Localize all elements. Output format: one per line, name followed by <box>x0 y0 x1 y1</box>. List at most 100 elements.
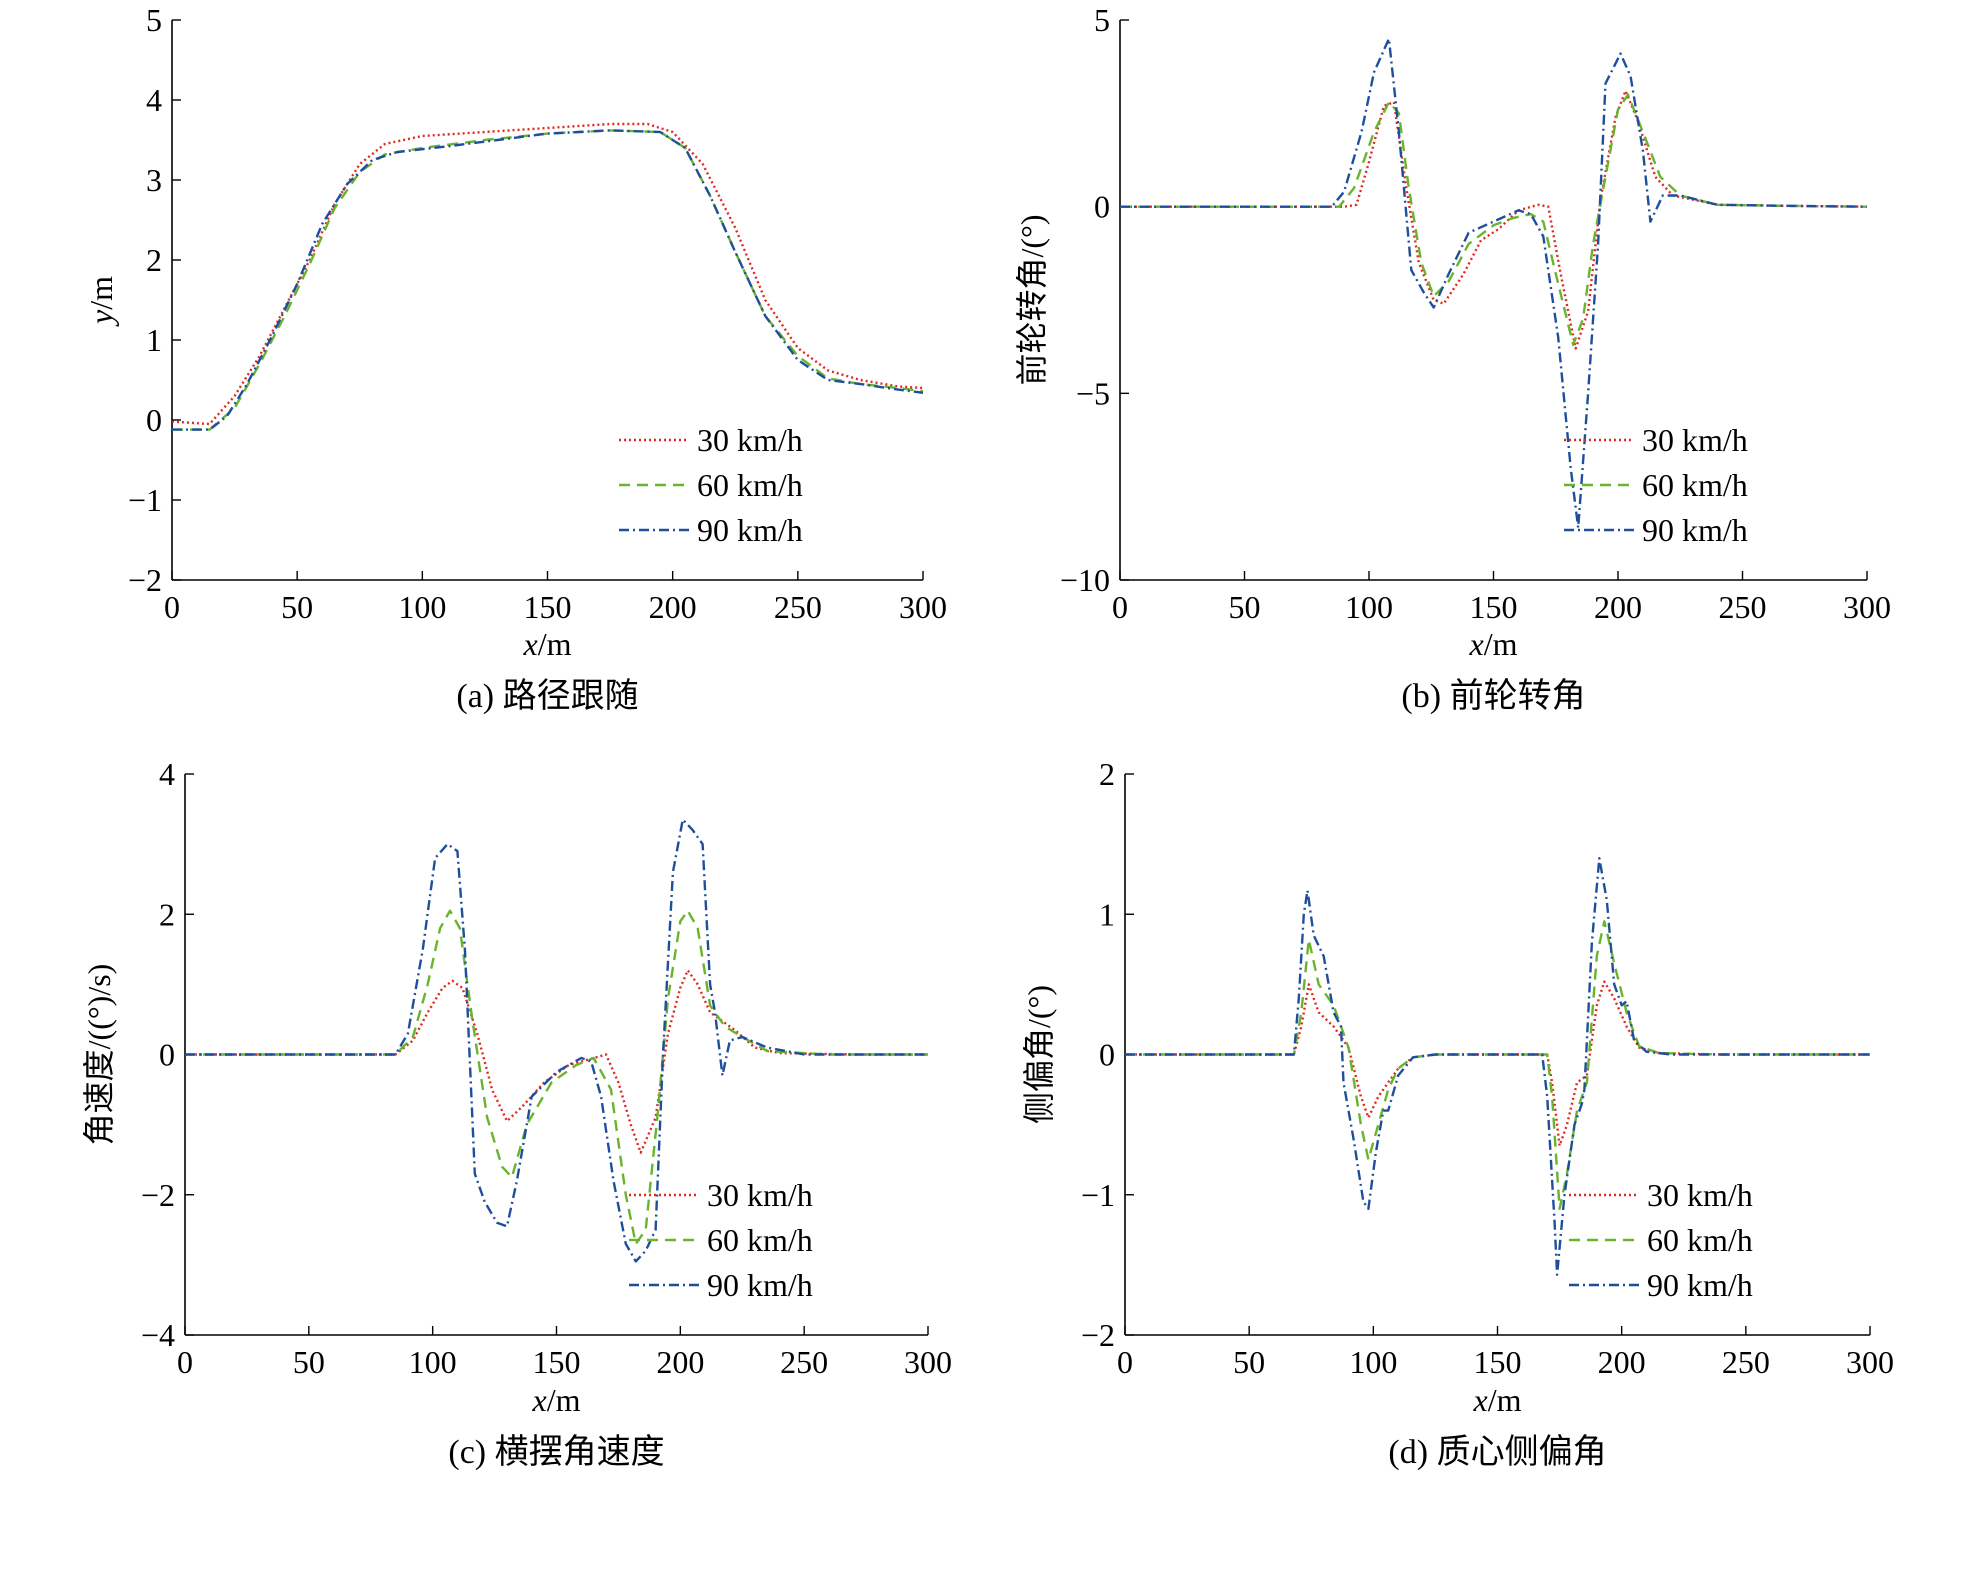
panel-d: 0 50 100 150 200 250 300 −2 −1 0 1 2 x/m 侧偏角/(°) (d) 质… <box>1021 756 1894 1471</box>
y-axis-label-unit: /m <box>83 276 119 310</box>
y-tick-label: 3 <box>146 162 162 198</box>
legend-label: 60 km/h <box>697 467 803 503</box>
x-tick-label: 300 <box>904 1344 952 1380</box>
x-axis-label-unit: /m <box>547 1382 581 1418</box>
legend-label: 30 km/h <box>707 1177 813 1213</box>
y-tick-label: −2 <box>1081 1317 1115 1353</box>
x-tick-label: 100 <box>1349 1344 1397 1380</box>
y-tick-label: 0 <box>1099 1037 1115 1073</box>
y-tick-label: 5 <box>1094 2 1110 38</box>
y-tick-label: −1 <box>128 482 162 518</box>
x-axis-label-unit: /m <box>538 626 572 662</box>
x-tick-label: 100 <box>398 589 446 625</box>
series-line-60-km-h <box>1125 920 1870 1211</box>
y-tick-label: 5 <box>146 2 162 38</box>
x-tick-label: 0 <box>177 1344 193 1380</box>
x-tick-label: 50 <box>293 1344 325 1380</box>
legend-label: 30 km/h <box>1647 1177 1753 1213</box>
x-tick-label: 300 <box>899 589 947 625</box>
y-axis-label: 角速度/((°)/s) <box>81 964 117 1146</box>
y-axis-label-unit: 侧偏角/(°) <box>1021 985 1057 1124</box>
x-tick-label: 250 <box>774 589 822 625</box>
y-axis-label: 侧偏角/(°) <box>1021 985 1057 1124</box>
x-tick-label: 250 <box>1722 1344 1770 1380</box>
x-axis-label-var: x <box>532 1382 547 1418</box>
y-axis-label: y/m <box>83 276 119 327</box>
series-line-60-km-h <box>172 129 924 431</box>
y-tick-label: 4 <box>146 82 162 118</box>
y-tick-label: 0 <box>1094 189 1110 225</box>
x-axis-label: x/m <box>532 1382 581 1418</box>
y-tick-label: 1 <box>1099 896 1115 932</box>
x-axis-label: x/m <box>1469 626 1518 662</box>
x-tick-label: 100 <box>1345 589 1393 625</box>
panel-caption: (a) 路径跟随 <box>456 677 638 715</box>
legend-label: 30 km/h <box>697 422 803 458</box>
y-tick-label: 0 <box>159 1037 175 1073</box>
x-tick-label: 50 <box>1233 1344 1265 1380</box>
y-tick-label: 4 <box>159 756 175 792</box>
series-line-30-km-h <box>1120 89 1868 350</box>
series-line-90-km-h <box>185 818 928 1263</box>
y-tick-label: −5 <box>1076 375 1110 411</box>
y-axis-label: 前轮转角/(°) <box>1014 214 1050 385</box>
y-tick-label: 2 <box>159 896 175 932</box>
x-tick-label: 250 <box>1719 589 1767 625</box>
series-line-90-km-h <box>1125 857 1870 1276</box>
x-tick-label: 50 <box>1229 589 1261 625</box>
panel-caption: (c) 横摆角速度 <box>448 1433 664 1471</box>
panel-c: 0 50 100 150 200 250 300 −4 −2 0 2 4 x/m 角速度/((°)/s) (… <box>81 756 952 1471</box>
series-line-30-km-h <box>185 969 928 1154</box>
x-axis-label-var: x <box>523 626 538 662</box>
x-tick-label: 300 <box>1843 589 1891 625</box>
y-tick-label: 0 <box>146 402 162 438</box>
panel-caption: (d) 质心侧偏角 <box>1388 1433 1606 1471</box>
x-tick-label: 150 <box>1470 589 1518 625</box>
y-tick-label: 1 <box>146 322 162 358</box>
x-tick-label: 200 <box>649 589 697 625</box>
series-line-60-km-h <box>185 909 928 1246</box>
x-axis-label-var: x <box>1473 1382 1488 1418</box>
x-tick-label: 200 <box>1598 1344 1646 1380</box>
x-axis-label-unit: /m <box>1488 1382 1522 1418</box>
legend-label: 30 km/h <box>1642 422 1748 458</box>
x-tick-label: 100 <box>409 1344 457 1380</box>
x-axis-label: x/m <box>523 626 572 662</box>
legend-label: 90 km/h <box>1647 1267 1753 1303</box>
x-tick-label: 200 <box>1594 589 1642 625</box>
y-axis-label-unit: 角速度/((°)/s) <box>81 964 117 1146</box>
legend-label: 60 km/h <box>707 1222 813 1258</box>
series-line-60-km-h <box>1120 93 1868 346</box>
y-tick-label: 2 <box>1099 756 1115 792</box>
x-tick-label: 150 <box>533 1344 581 1380</box>
x-tick-label: 0 <box>1117 1344 1133 1380</box>
x-tick-label: 50 <box>281 589 313 625</box>
legend-label: 90 km/h <box>1642 512 1748 548</box>
x-axis-label: x/m <box>1473 1382 1522 1418</box>
x-tick-label: 250 <box>780 1344 828 1380</box>
series-line-90-km-h <box>172 129 924 431</box>
x-axis-label-unit: /m <box>1484 626 1518 662</box>
x-tick-label: 150 <box>1474 1344 1522 1380</box>
legend-label: 90 km/h <box>707 1267 813 1303</box>
panel-caption: (b) 前轮转角 <box>1401 677 1585 715</box>
y-tick-label: 2 <box>146 242 162 278</box>
y-tick-label: −4 <box>141 1317 175 1353</box>
y-tick-label: −2 <box>141 1177 175 1213</box>
x-tick-label: 200 <box>656 1344 704 1380</box>
legend-label: 90 km/h <box>697 512 803 548</box>
y-axis-label-unit: 前轮转角/(°) <box>1014 214 1050 385</box>
y-tick-label: −10 <box>1060 562 1110 598</box>
legend-label: 60 km/h <box>1647 1222 1753 1258</box>
series-line-30-km-h <box>1125 980 1870 1147</box>
y-axis-label-var: y <box>83 309 119 327</box>
x-tick-label: 150 <box>524 589 572 625</box>
x-axis-label-var: x <box>1469 626 1484 662</box>
x-tick-label: 0 <box>164 589 180 625</box>
y-tick-label: −1 <box>1081 1177 1115 1213</box>
series-line-90-km-h <box>1120 37 1868 529</box>
series-line-30-km-h <box>171 122 924 426</box>
x-tick-label: 0 <box>1112 589 1128 625</box>
